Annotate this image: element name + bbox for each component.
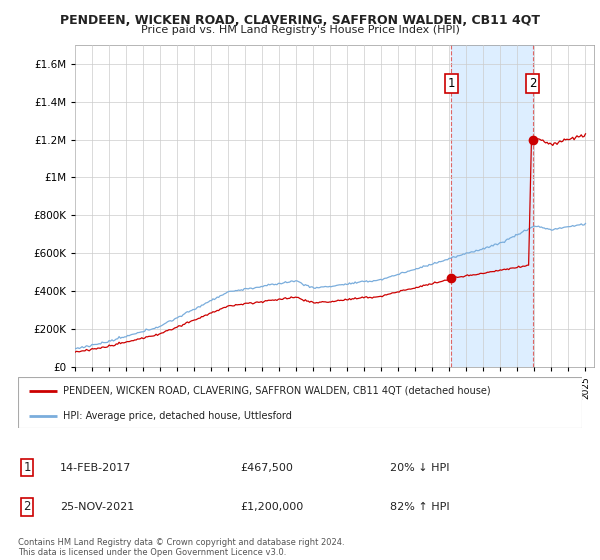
Text: HPI: Average price, detached house, Uttlesford: HPI: Average price, detached house, Uttl… (63, 410, 292, 421)
Text: £467,500: £467,500 (240, 463, 293, 473)
Text: 20% ↓ HPI: 20% ↓ HPI (390, 463, 449, 473)
Text: 1: 1 (23, 461, 31, 474)
Bar (451, 45, 533, 367)
Text: Price paid vs. HM Land Registry's House Price Index (HPI): Price paid vs. HM Land Registry's House … (140, 25, 460, 35)
Text: 82% ↑ HPI: 82% ↑ HPI (390, 502, 449, 512)
Text: 2: 2 (23, 500, 31, 514)
Text: 14-FEB-2017: 14-FEB-2017 (60, 463, 131, 473)
Text: 2: 2 (529, 77, 536, 90)
Text: PENDEEN, WICKEN ROAD, CLAVERING, SAFFRON WALDEN, CB11 4QT: PENDEEN, WICKEN ROAD, CLAVERING, SAFFRON… (60, 14, 540, 27)
Text: £1,200,000: £1,200,000 (240, 502, 303, 512)
Text: 25-NOV-2021: 25-NOV-2021 (60, 502, 134, 512)
Text: Contains HM Land Registry data © Crown copyright and database right 2024.
This d: Contains HM Land Registry data © Crown c… (18, 538, 344, 557)
Text: 1: 1 (448, 77, 455, 90)
Text: PENDEEN, WICKEN ROAD, CLAVERING, SAFFRON WALDEN, CB11 4QT (detached house): PENDEEN, WICKEN ROAD, CLAVERING, SAFFRON… (63, 386, 491, 396)
